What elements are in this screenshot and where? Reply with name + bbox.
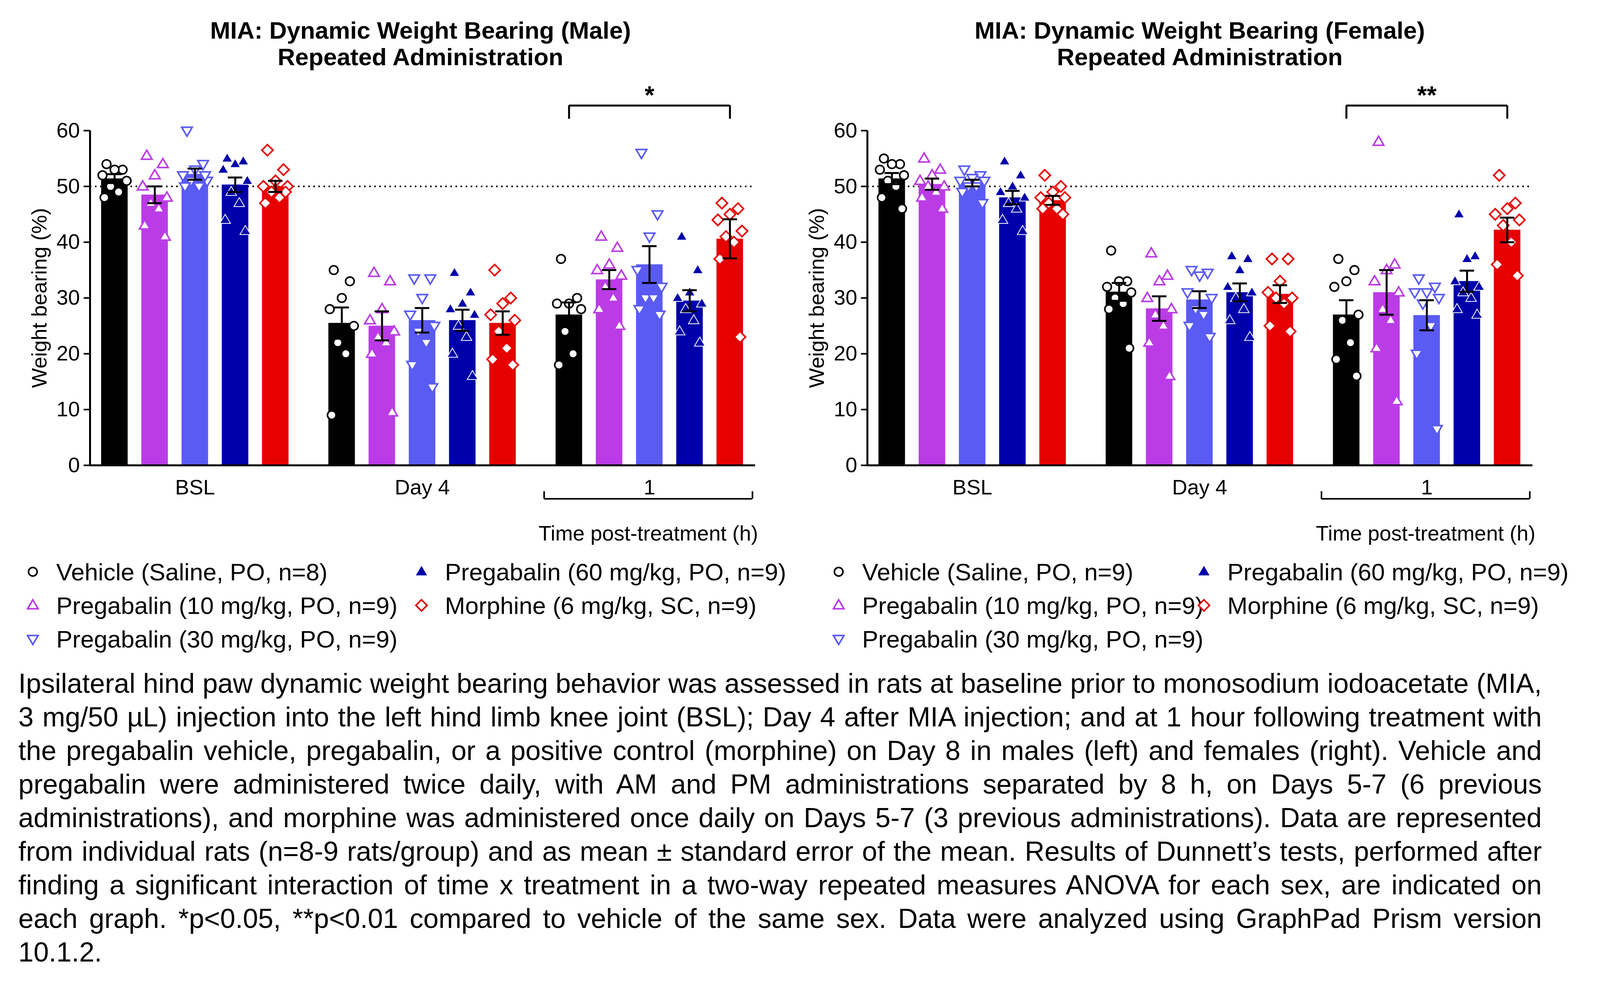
html-text:Pregabalin (60 mg/kg, PO, n=9): Pregabalin (60 mg/kg, PO, n=9) <box>444 558 787 586</box>
svg-text:40: 40 <box>56 229 80 254</box>
svg-text:0: 0 <box>845 453 858 477</box>
svg-text:20: 20 <box>56 341 80 365</box>
html-text:Repeated Administration: Repeated Administration <box>1056 43 1343 71</box>
svg-text:Weight bearing (%): Weight bearing (%) <box>27 207 51 388</box>
svg-text:30: 30 <box>56 285 80 309</box>
html-text:Morphine (6 mg/kg, SC, n=9): Morphine (6 mg/kg, SC, n=9) <box>444 591 757 619</box>
svg-text:1: 1 <box>643 475 656 499</box>
html-text:Pregabalin (60 mg/kg, PO, n=9): Pregabalin (60 mg/kg, PO, n=9) <box>1227 558 1569 586</box>
svg-text:Time post-treatment (h): Time post-treatment (h) <box>538 521 759 545</box>
svg-text:10: 10 <box>56 397 80 421</box>
svg-text:BSL: BSL <box>175 475 215 499</box>
svg-text:BSL: BSL <box>952 475 993 499</box>
html-text:Ipsilateral hind paw dynamic w: Ipsilateral hind paw dynamic weight bear… <box>18 668 1542 968</box>
svg-text:40: 40 <box>833 229 858 254</box>
html-text:Morphine (6 mg/kg, SC, n=9): Morphine (6 mg/kg, SC, n=9) <box>1227 591 1539 619</box>
html-text:MIA: Dynamic Weight Bearing (M: MIA: Dynamic Weight Bearing (Male) <box>210 16 631 44</box>
svg-text:50: 50 <box>833 174 858 198</box>
svg-text:1: 1 <box>1421 475 1433 499</box>
html-text:MIA: Dynamic Weight Bearing (F: MIA: Dynamic Weight Bearing (Female) <box>974 16 1425 44</box>
html-text:Pregabalin (10 mg/kg, PO, n=9): Pregabalin (10 mg/kg, PO, n=9) <box>862 591 1204 619</box>
html-text:Vehicle (Saline, PO, n=9): Vehicle (Saline, PO, n=9) <box>862 558 1134 586</box>
svg-text:0: 0 <box>67 453 80 477</box>
svg-text:Day 4: Day 4 <box>394 475 450 499</box>
html-text:Pregabalin (30 mg/kg, PO, n=9): Pregabalin (30 mg/kg, PO, n=9) <box>56 625 398 653</box>
svg-text:Weight bearing (%): Weight bearing (%) <box>804 207 829 388</box>
svg-text:20: 20 <box>833 341 858 365</box>
html-text:Vehicle (Saline, PO, n=8): Vehicle (Saline, PO, n=8) <box>56 558 328 586</box>
svg-text:60: 60 <box>56 118 80 142</box>
svg-text:50: 50 <box>56 174 80 198</box>
svg-text:Day 4: Day 4 <box>1171 475 1227 499</box>
html-text:Repeated Administration: Repeated Administration <box>277 43 564 71</box>
svg-text:Time post-treatment (h): Time post-treatment (h) <box>1316 521 1536 545</box>
svg-text:*: * <box>644 81 655 110</box>
svg-text:10: 10 <box>833 397 858 421</box>
html-text:Pregabalin (30 mg/kg, PO, n=9): Pregabalin (30 mg/kg, PO, n=9) <box>862 625 1204 653</box>
svg-text:60: 60 <box>833 118 858 142</box>
html-text:Pregabalin (10 mg/kg, PO, n=9): Pregabalin (10 mg/kg, PO, n=9) <box>56 591 398 619</box>
svg-text:30: 30 <box>833 285 858 309</box>
svg-text:**: ** <box>1417 81 1437 110</box>
